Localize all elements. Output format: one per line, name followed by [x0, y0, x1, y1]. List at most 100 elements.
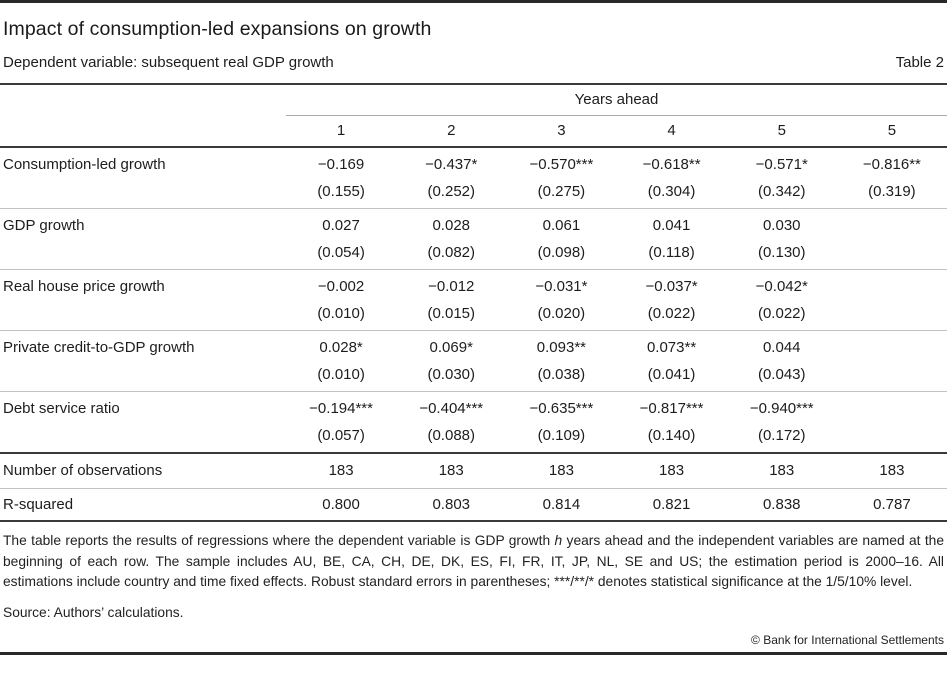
stat-cell: 183	[548, 462, 574, 479]
coefficient-line: Debt service ratio −0.194*** −0.404*** −…	[0, 395, 947, 422]
row-label: R-squared	[3, 496, 74, 513]
stat-cell: 183	[879, 462, 905, 479]
coef-cell	[837, 334, 947, 361]
coef-cell: −0.571*	[755, 156, 808, 173]
coef-cell	[837, 273, 947, 300]
page-title: Impact of consumption-led expansions on …	[3, 18, 432, 40]
coefficient-line: Consumption-led growth −0.169 −0.437* −0…	[0, 151, 947, 178]
coef-cell: 0.069*	[429, 339, 473, 356]
std-error-line: (0.155) (0.252) (0.275) (0.304) (0.342) …	[0, 178, 947, 205]
se-cell: (0.041)	[647, 366, 696, 383]
top-rule	[0, 0, 947, 3]
coef-cell: −0.194***	[309, 400, 373, 417]
row-label: Debt service ratio	[3, 400, 120, 417]
se-cell: (0.319)	[868, 183, 916, 200]
stat-cell: 183	[769, 462, 795, 479]
header-spacer	[0, 85, 286, 116]
table-row-private-credit-to-gdp-growth: Private credit-to-GDP growth 0.028* 0.06…	[0, 330, 947, 391]
std-error-line: (0.054) (0.082) (0.098) (0.118) (0.130)	[0, 239, 947, 266]
se-cell: (0.057)	[317, 427, 365, 444]
column-header: 5	[777, 122, 786, 139]
coef-cell: −0.437*	[425, 156, 478, 173]
stat-cell: 0.787	[873, 496, 911, 513]
se-cell: (0.015)	[427, 305, 475, 322]
subtitle-row: Dependent variable: subsequent real GDP …	[3, 54, 944, 71]
se-cell: (0.130)	[757, 244, 806, 261]
coef-cell: −0.169	[317, 156, 365, 173]
coef-cell: −0.570***	[529, 156, 594, 173]
se-cell: (0.109)	[537, 427, 586, 444]
stat-cell: 0.800	[322, 496, 360, 513]
row-label: Private credit-to-GDP growth	[3, 339, 195, 356]
column-header: 4	[667, 122, 676, 139]
coef-cell: 0.073**	[646, 339, 697, 356]
table-row-gdp-growth: GDP growth 0.027 0.028 0.061 0.041 0.030…	[0, 208, 947, 269]
se-cell	[837, 361, 947, 388]
se-cell: (0.054)	[317, 244, 365, 261]
coef-cell: 0.030	[762, 217, 801, 234]
se-cell: (0.155)	[317, 183, 365, 200]
coefficient-line: Real house price growth −0.002 −0.012 −0…	[0, 273, 947, 300]
coef-cell: 0.044	[762, 339, 801, 356]
stat-cell: 183	[659, 462, 685, 479]
se-cell: (0.082)	[427, 244, 475, 261]
std-error-line: (0.010) (0.030) (0.038) (0.041) (0.043)	[0, 361, 947, 388]
coef-cell: −0.817***	[639, 400, 704, 417]
stats-top-rule	[0, 452, 947, 454]
coef-cell: −0.012	[428, 278, 475, 295]
years-ahead-header-row: Years ahead	[0, 85, 947, 116]
coef-cell: −0.042*	[755, 278, 808, 295]
se-cell: (0.252)	[427, 183, 475, 200]
coef-cell: 0.061	[542, 217, 581, 234]
se-cell: (0.030)	[427, 366, 475, 383]
coef-cell: −0.618**	[642, 156, 701, 173]
bottom-rule	[0, 651, 947, 655]
se-cell	[837, 422, 947, 449]
se-cell: (0.118)	[648, 244, 695, 261]
stat-cell: 0.814	[542, 496, 581, 513]
dependent-variable-subtitle: Dependent variable: subsequent real GDP …	[3, 54, 334, 71]
std-error-line: (0.057) (0.088) (0.109) (0.140) (0.172)	[0, 422, 947, 449]
header-bottom-rule	[0, 146, 947, 148]
coef-cell: 0.028	[432, 217, 471, 234]
se-cell: (0.022)	[647, 305, 696, 322]
coef-cell: −0.002	[317, 278, 365, 295]
se-cell: (0.342)	[757, 183, 806, 200]
coef-cell: −0.031*	[535, 278, 588, 295]
table-row-debt-service-ratio: Debt service ratio −0.194*** −0.404*** −…	[0, 391, 947, 452]
source-line: Source: Authors’ calculations.	[3, 604, 184, 620]
copyright-line: © Bank for International Settlements	[751, 632, 944, 647]
stat-cell: 0.803	[432, 496, 471, 513]
stat-cell: 183	[438, 462, 464, 479]
column-header: 1	[336, 122, 346, 139]
se-cell: (0.304)	[647, 183, 696, 200]
se-cell	[837, 300, 947, 327]
row-label-spacer	[0, 422, 286, 449]
column-header: 3	[557, 122, 566, 139]
column-header: 5	[887, 122, 897, 139]
years-ahead-group-header: Years ahead	[286, 85, 947, 116]
row-label: Number of observations	[3, 462, 163, 479]
coef-cell: 0.093**	[536, 339, 587, 356]
se-cell: (0.010)	[317, 305, 365, 322]
coef-cell	[837, 395, 947, 422]
row-label: GDP growth	[3, 217, 85, 234]
row-label-spacer	[0, 300, 286, 327]
se-cell: (0.020)	[537, 305, 586, 322]
footnote-text: years ahead and the independent variable…	[3, 533, 945, 589]
stat-cell: 0.821	[652, 496, 691, 513]
se-cell: (0.088)	[427, 427, 475, 444]
coef-cell: 0.027	[322, 217, 360, 234]
row-label-spacer	[0, 239, 286, 266]
row-label-spacer	[0, 178, 286, 205]
footnote-text: The table reports the results of regress…	[3, 533, 555, 548]
stat-cell: 183	[328, 462, 354, 479]
se-cell: (0.172)	[757, 427, 806, 444]
se-cell	[837, 239, 947, 266]
coefficient-line: GDP growth 0.027 0.028 0.061 0.041 0.030	[0, 212, 947, 239]
footnote-italic-h: h	[554, 533, 563, 548]
coef-cell: −0.816**	[862, 156, 921, 173]
table-number-label: Table 2	[895, 54, 944, 71]
row-label-spacer	[0, 361, 286, 388]
